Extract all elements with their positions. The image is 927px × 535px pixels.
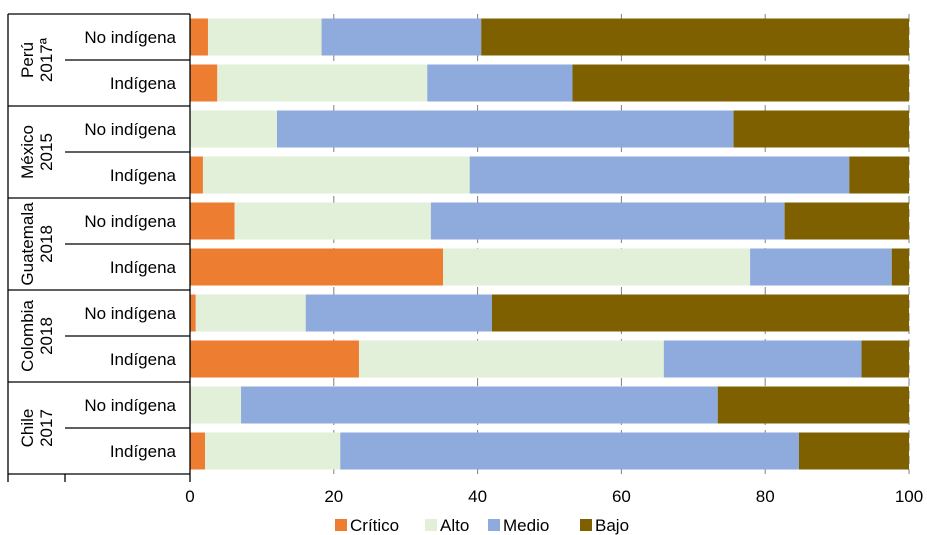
bar-medio-8 (241, 386, 718, 424)
bar-bajo-0 (481, 18, 909, 56)
category-label: No indígena (84, 212, 176, 231)
bar-bajo-5 (891, 248, 909, 286)
category-label: No indígena (84, 396, 176, 415)
group-label: México2015 (18, 125, 56, 179)
x-tick-label: 20 (324, 487, 343, 506)
bar-crítico-3 (190, 156, 203, 194)
legend-swatch-bajo (580, 519, 592, 531)
bar-bajo-9 (798, 432, 909, 470)
bar-crítico-6 (190, 294, 196, 332)
group-label-line: 2018 (37, 317, 56, 355)
bar-alto-0 (207, 18, 322, 56)
bar-crítico-1 (190, 64, 218, 102)
bar-medio-5 (750, 248, 892, 286)
bar-medio-4 (430, 202, 785, 240)
legend-label-alto: Alto (440, 516, 469, 535)
group-label-line: Chile (18, 409, 37, 448)
bar-crítico-5 (190, 248, 444, 286)
group-label: Colombia2018 (18, 300, 56, 372)
bar-alto-1 (217, 64, 428, 102)
legend-swatch-crítico (335, 519, 347, 531)
bar-crítico-9 (190, 432, 206, 470)
legend-swatch-alto (425, 519, 437, 531)
bar-alto-4 (234, 202, 431, 240)
bar-medio-2 (276, 110, 734, 148)
x-tick-label: 0 (185, 487, 194, 506)
group-label: Guatemala2018 (18, 202, 56, 286)
bars (190, 18, 909, 470)
group-label-line: Perú (18, 42, 37, 78)
axes (7, 13, 191, 482)
category-label: Indígena (110, 442, 177, 461)
x-tick-label: 60 (612, 487, 631, 506)
bar-bajo-6 (491, 294, 909, 332)
bar-alto-6 (195, 294, 306, 332)
bar-bajo-1 (572, 64, 909, 102)
bar-medio-0 (321, 18, 482, 56)
group-label-line: México (18, 125, 37, 179)
bar-bajo-3 (849, 156, 909, 194)
bar-bajo-4 (784, 202, 909, 240)
category-label: Indígena (110, 166, 177, 185)
bar-crítico-0 (190, 18, 208, 56)
x-tick-labels: 0 20 40 60 80 100 (185, 487, 923, 506)
bar-crítico-7 (190, 340, 359, 378)
legend: Crítico Alto Medio Bajo (335, 516, 629, 535)
legend-swatch-medio (488, 519, 500, 531)
bar-medio-1 (427, 64, 573, 102)
group-label-line: Guatemala (18, 202, 37, 286)
legend-label-crítico: Crítico (350, 516, 399, 535)
group-label-line: 2017ª (37, 37, 56, 82)
category-label: No indígena (84, 304, 176, 323)
category-label: Indígena (110, 258, 177, 277)
group-label-line: 2015 (37, 133, 56, 171)
group-labels: Perú2017ªMéxico2015Guatemala2018Colombia… (18, 37, 56, 447)
category-label: No indígena (84, 120, 176, 139)
group-label-line: Colombia (18, 300, 37, 372)
bar-crítico-4 (190, 202, 235, 240)
category-labels: No indígena Indígena No indígena Indígena No… (84, 28, 176, 461)
bar-alto-5 (443, 248, 751, 286)
bar-alto-8 (190, 386, 242, 424)
bar-bajo-8 (717, 386, 909, 424)
bar-bajo-2 (733, 110, 909, 148)
group-label: Perú2017ª (18, 37, 56, 82)
group-label-line: 2018 (37, 225, 56, 263)
bar-medio-3 (469, 156, 850, 194)
x-tick-label: 80 (756, 487, 775, 506)
bar-alto-9 (205, 432, 341, 470)
legend-label-medio: Medio (503, 516, 549, 535)
group-label-line: 2017 (37, 409, 56, 447)
x-tick-label: 100 (895, 487, 923, 506)
bar-bajo-7 (861, 340, 909, 378)
x-tick-label: 40 (468, 487, 487, 506)
category-label: No indígena (84, 28, 176, 47)
bar-medio-7 (663, 340, 862, 378)
category-label: Indígena (110, 74, 177, 93)
category-label: Indígena (110, 350, 177, 369)
bar-alto-7 (358, 340, 664, 378)
bar-alto-3 (202, 156, 470, 194)
bar-medio-9 (340, 432, 799, 470)
bar-alto-2 (190, 110, 277, 148)
group-label: Chile2017 (18, 409, 56, 448)
bar-medio-6 (305, 294, 492, 332)
legend-label-bajo: Bajo (595, 516, 629, 535)
